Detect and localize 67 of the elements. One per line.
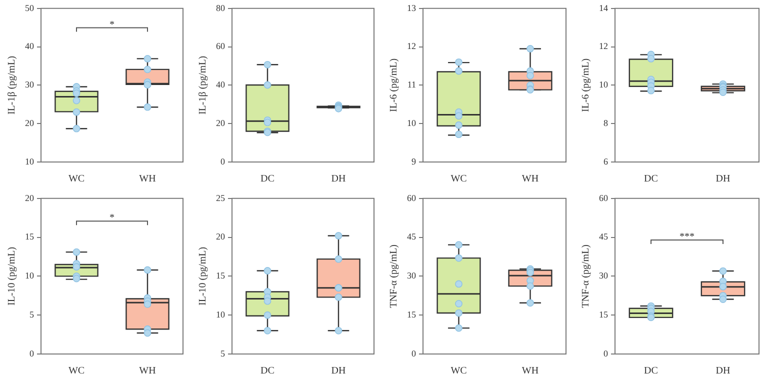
- y-tick-label: 0: [604, 348, 608, 358]
- y-tick-label: 8: [604, 118, 608, 128]
- y-axis-title: IL-6 (pg/mL): [580, 58, 592, 112]
- y-axis-title: IL-1β (pg/mL): [6, 56, 18, 115]
- y-tick-label: 0: [412, 348, 416, 358]
- y-axis-title: TNF-α (pg/mL): [580, 244, 592, 308]
- x-tick-label: DC: [644, 174, 658, 185]
- y-tick-label: 5: [220, 348, 226, 358]
- y-tick-label: 12: [599, 41, 608, 52]
- x-tick-label: WC: [450, 366, 468, 377]
- x-tick-label: WH: [522, 174, 539, 185]
- x-tick-label: DC: [644, 366, 658, 377]
- y-tick-label: 10: [25, 156, 34, 166]
- y-tick-label: 14: [599, 2, 608, 13]
- x-tick-label: WH: [522, 366, 539, 377]
- y-tick-label: 45: [407, 232, 416, 242]
- y-tick-label: 10: [25, 270, 34, 281]
- y-tick-label: 30: [25, 80, 34, 90]
- y-tick-label: 30: [407, 270, 416, 281]
- y-tick-label: 10: [599, 80, 608, 90]
- x-tick-label: DC: [260, 366, 275, 377]
- y-tick-label: 60: [407, 192, 416, 203]
- y-tick-label: 9: [412, 156, 416, 166]
- y-tick-label: 20: [216, 118, 226, 128]
- y-tick-label: 5: [30, 309, 34, 320]
- x-tick-label: WC: [68, 366, 85, 377]
- y-tick-label: 6: [604, 156, 608, 166]
- y-tick-label: 45: [599, 232, 608, 242]
- y-tick-label: 20: [25, 118, 34, 128]
- y-tick-label: 20: [216, 232, 226, 242]
- y-tick-label: 80: [216, 2, 226, 13]
- x-tick-label: WH: [139, 366, 156, 377]
- y-tick-label: 10: [216, 309, 226, 320]
- y-tick-label: 0: [30, 348, 34, 358]
- x-tick-label: WC: [450, 174, 468, 185]
- y-tick-label: 11: [407, 80, 416, 90]
- y-tick-label: 25: [216, 192, 226, 203]
- x-tick-label: WH: [139, 174, 156, 185]
- annotation: *: [110, 19, 114, 30]
- y-tick-label: 13: [407, 2, 416, 13]
- y-tick-label: 20: [25, 192, 34, 203]
- y-axis-title: IL-10 (pg/mL): [198, 246, 209, 306]
- y-tick-label: 12: [407, 41, 416, 52]
- y-tick-label: 50: [25, 2, 34, 13]
- y-tick-label: 10: [407, 118, 416, 128]
- y-tick-label: 15: [407, 309, 416, 320]
- y-tick-label: 60: [216, 41, 226, 52]
- annotation: *: [110, 212, 114, 224]
- annotation: ***: [680, 232, 694, 243]
- y-tick-label: 60: [599, 192, 608, 203]
- x-tick-label: DH: [331, 174, 346, 185]
- x-tick-label: WC: [68, 174, 85, 185]
- x-tick-label: DC: [260, 174, 275, 185]
- y-axis-title: IL-1β (pg/mL): [198, 56, 209, 115]
- y-tick-label: 0: [220, 156, 226, 166]
- y-axis-title: IL-10 (pg/mL): [6, 246, 18, 306]
- y-tick-label: 40: [216, 80, 226, 90]
- y-tick-label: 40: [25, 41, 34, 52]
- y-tick-label: 15: [216, 270, 226, 281]
- x-tick-label: DH: [716, 174, 730, 185]
- y-tick-label: 30: [599, 270, 608, 281]
- x-tick-label: DH: [716, 366, 730, 377]
- x-tick-label: DH: [331, 366, 346, 377]
- y-tick-label: 15: [25, 232, 34, 242]
- y-tick-label: 15: [599, 309, 608, 320]
- y-axis-title: TNF-α (pg/mL): [388, 244, 400, 308]
- y-axis-title: IL-6 (pg/mL): [388, 58, 400, 112]
